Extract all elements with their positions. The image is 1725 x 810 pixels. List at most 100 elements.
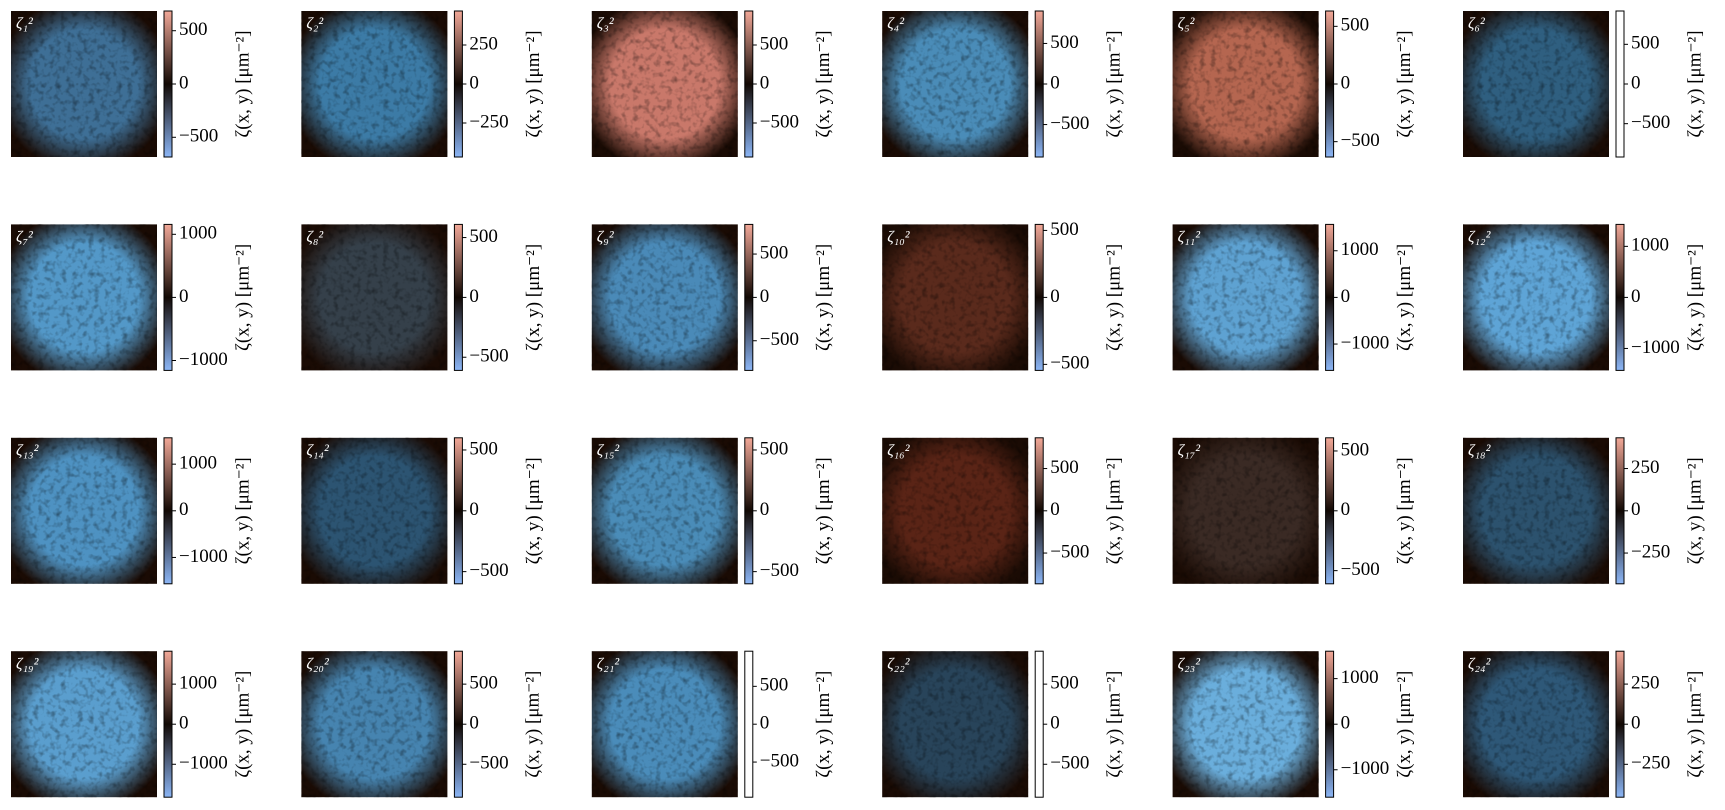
image-texture [591, 11, 738, 157]
colorbar [1034, 437, 1044, 585]
colorbar [453, 10, 463, 158]
panel-label: ζ₂₁² [597, 656, 621, 673]
panel-label: ζ₅² [1178, 16, 1196, 33]
colorbar-label: ζ(x, y) [μm⁻²] [1684, 457, 1705, 564]
colorbar-tick-label: 0 [1050, 713, 1060, 734]
image-texture [591, 224, 738, 371]
colorbar-tick-label: 250 [469, 33, 498, 54]
colorbar-tick-label: 0 [1050, 286, 1060, 307]
panel-label: ζ₁₉² [16, 656, 40, 673]
image-texture [301, 224, 448, 371]
colorbar [744, 650, 754, 798]
colorbar-label: ζ(x, y) [μm⁻²] [232, 30, 253, 137]
panel-label: ζ₁₇² [1178, 442, 1202, 459]
colorbar-tick-label: 0 [760, 286, 770, 307]
panel-label: ζ₃² [597, 16, 615, 33]
colorbar [1615, 10, 1625, 158]
colorbar-label: ζ(x, y) [μm⁻²] [523, 244, 544, 351]
colorbar-tick-label: 500 [1631, 33, 1660, 54]
colorbar-label: ζ(x, y) [μm⁻²] [1104, 244, 1125, 351]
panel-label: ζ₁₄² [306, 442, 330, 459]
colorbar-tick-label: 500 [1050, 32, 1079, 53]
colorbar-tick-label: 0 [469, 713, 479, 734]
colorbar-tick-label: 500 [469, 672, 498, 693]
colorbar-tick-label: 0 [179, 713, 189, 734]
colorbar [1325, 223, 1335, 371]
colorbar-label: ζ(x, y) [μm⁻²] [813, 30, 834, 137]
colorbar-tick-label: 500 [760, 675, 789, 696]
colorbar-tick-label: −500 [760, 560, 799, 581]
colorbar [1034, 10, 1044, 158]
colorbar-tick-label: −500 [1050, 113, 1089, 134]
colorbar-tick-label: 1000 [179, 223, 217, 244]
colorbar-tick-label: 500 [469, 438, 498, 459]
image-texture [1463, 651, 1609, 798]
colorbar [453, 650, 463, 798]
image-texture [11, 224, 157, 371]
colorbar-tick-label: 250 [1631, 672, 1660, 693]
colorbar-label: ζ(x, y) [μm⁻²] [523, 457, 544, 564]
colorbar-tick-label: 500 [760, 438, 789, 459]
colorbar-tick-label: −250 [1631, 753, 1670, 774]
colorbar-tick-label: 0 [179, 499, 189, 520]
colorbar-tick-label: 0 [760, 713, 770, 734]
colorbar-tick-label: 0 [179, 72, 189, 93]
image-texture [882, 437, 1029, 584]
colorbar-label: ζ(x, y) [μm⁻²] [1394, 30, 1415, 137]
colorbar-label: ζ(x, y) [μm⁻²] [232, 671, 253, 778]
colorbar-tick-label: 250 [1631, 457, 1660, 478]
colorbar [163, 223, 173, 371]
image-texture [1172, 651, 1319, 798]
panel-label: ζ₂₀² [306, 656, 330, 673]
colorbar-tick-label: −500 [1341, 559, 1380, 580]
panel-label: ζ₁₁² [1178, 229, 1202, 246]
colorbar [744, 10, 754, 158]
panel-label: ζ₁₈² [1468, 442, 1492, 459]
colorbar-tick-label: −1000 [1341, 332, 1390, 353]
panel-label: ζ₄² [887, 16, 905, 33]
colorbar-tick-label: 0 [1341, 72, 1351, 93]
colorbar-tick-label: −1000 [1341, 758, 1390, 779]
colorbar [163, 437, 173, 585]
colorbar-tick-label: −500 [1050, 753, 1089, 774]
colorbar-label: ζ(x, y) [μm⁻²] [1684, 244, 1705, 351]
colorbar [744, 223, 754, 371]
colorbar-label: ζ(x, y) [μm⁻²] [1394, 244, 1415, 351]
colorbar-tick-label: 0 [1341, 713, 1351, 734]
colorbar [1034, 650, 1044, 798]
image-texture [11, 11, 157, 157]
image-texture [1172, 224, 1319, 371]
colorbar-tick-label: 500 [1341, 15, 1370, 36]
image-texture [11, 651, 157, 798]
colorbar-tick-label: 0 [469, 499, 479, 520]
colorbar-tick-label: −500 [1050, 541, 1089, 562]
colorbar-label: ζ(x, y) [μm⁻²] [1104, 671, 1125, 778]
colorbar-label: ζ(x, y) [μm⁻²] [523, 30, 544, 137]
image-texture [1172, 11, 1319, 157]
colorbar-tick-label: 0 [1631, 713, 1641, 734]
image-texture [591, 437, 738, 584]
panel-label: ζ₆² [1468, 16, 1486, 33]
panel-label: ζ₁₂² [1468, 229, 1492, 246]
colorbar [1325, 437, 1335, 585]
image-texture [301, 651, 448, 798]
panel-label: ζ₉² [597, 229, 615, 246]
image-texture [301, 11, 448, 157]
colorbar-label: ζ(x, y) [μm⁻²] [1104, 30, 1125, 137]
colorbar-tick-label: 500 [760, 33, 789, 54]
colorbar [1325, 650, 1335, 798]
colorbar [163, 10, 173, 158]
colorbar-tick-label: 0 [179, 286, 189, 307]
colorbar [1615, 650, 1625, 798]
colorbar-tick-label: 0 [1341, 286, 1351, 307]
colorbar-tick-label: 0 [760, 72, 770, 93]
image-texture [1463, 11, 1609, 157]
colorbar-label: ζ(x, y) [μm⁻²] [813, 671, 834, 778]
panel-label: ζ₂² [306, 16, 324, 33]
colorbar-tick-label: 0 [1341, 499, 1351, 520]
colorbar-tick-label: −500 [469, 560, 508, 581]
colorbar-label: ζ(x, y) [μm⁻²] [813, 457, 834, 564]
panel-label: ζ₁₅² [597, 442, 621, 459]
panel-label: ζ₁₆² [887, 442, 911, 459]
colorbar-tick-label: 0 [1631, 72, 1641, 93]
